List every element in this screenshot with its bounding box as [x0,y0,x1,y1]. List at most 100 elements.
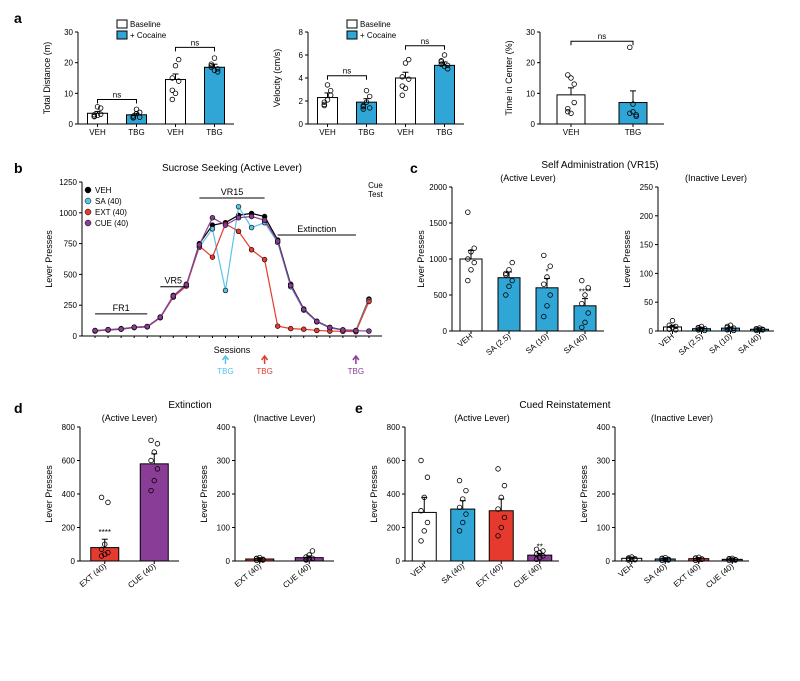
svg-text:400: 400 [62,490,76,499]
svg-text:800: 800 [62,423,76,432]
svg-text:(Active Lever): (Active Lever) [500,173,556,183]
svg-text:Lever Presses: Lever Presses [416,230,426,288]
svg-text:1250: 1250 [59,178,77,187]
svg-text:****: **** [99,528,111,537]
svg-text:(Active Lever): (Active Lever) [454,413,510,423]
svg-text:400: 400 [217,423,231,432]
svg-text:TBG: TBG [358,128,374,137]
chart-a-velocity: 02468Velocity (cm/s)VEHTBGVEHTBGnsnsBase… [270,10,470,140]
svg-text:600: 600 [387,457,401,466]
svg-text:VEH: VEH [167,128,184,137]
svg-text:0: 0 [531,120,536,129]
svg-text:CUE (40): CUE (40) [95,219,129,228]
svg-text:VEH: VEH [456,331,475,349]
svg-text:EXT (40): EXT (40) [95,208,127,217]
chart-b-sucrose: Sucrose Seeking (Active Lever)0250500750… [40,160,390,380]
panel-e-label: e [355,400,363,416]
svg-text:TBG: TBG [217,367,233,376]
svg-text:Test: Test [368,190,383,199]
svg-text:**: ** [537,542,543,551]
svg-text:Sucrose Seeking (Active Lever): Sucrose Seeking (Active Lever) [162,163,302,174]
svg-text:(Inactive Lever): (Inactive Lever) [685,173,747,183]
svg-text:SA (40): SA (40) [737,331,763,355]
svg-text:CUE (40): CUE (40) [126,561,158,590]
chart-c-inactive: 050100150200250Lever Presses(Inactive Le… [620,171,780,371]
panel-b-label: b [14,160,23,176]
svg-text:SA (40): SA (40) [440,561,466,585]
svg-text:Lever Presses: Lever Presses [579,465,589,523]
svg-text:250: 250 [640,183,654,192]
svg-text:TBG: TBG [436,128,452,137]
panel-d-label: d [14,400,23,416]
svg-text:TBG: TBG [348,367,364,376]
chart-d-active: 0200400600800Lever Presses(Active Lever)… [40,411,185,601]
svg-text:TBG: TBG [128,128,144,137]
svg-text:SA (10): SA (10) [524,331,550,355]
svg-text:200: 200 [597,490,611,499]
svg-text:ns: ns [191,38,199,47]
panel-c-label: c [410,160,418,176]
svg-text:ns: ns [113,90,121,99]
svg-text:20: 20 [526,59,535,68]
svg-text:600: 600 [62,457,76,466]
svg-text:*: * [545,267,548,276]
svg-text:400: 400 [597,423,611,432]
svg-text:0: 0 [396,557,401,566]
svg-text:2000: 2000 [429,183,447,192]
svg-text:(Active Lever): (Active Lever) [102,413,158,423]
svg-text:+ Cocaine: + Cocaine [360,31,397,40]
svg-text:ns: ns [421,37,429,46]
svg-text:ns: ns [343,67,351,76]
svg-text:250: 250 [64,301,78,310]
title-d: Extinction [40,400,340,411]
svg-text:TBG: TBG [206,128,222,137]
svg-text:20: 20 [64,59,73,68]
svg-text:CUE (40): CUE (40) [512,561,544,590]
svg-text:300: 300 [217,457,231,466]
svg-text:Velocity (cm/s): Velocity (cm/s) [272,49,282,108]
svg-text:0: 0 [443,327,448,336]
svg-text:(Inactive Lever): (Inactive Lever) [651,413,713,423]
chart-e-active: 0200400600800Lever Presses(Active Lever)… [365,411,565,601]
svg-text:1000: 1000 [429,255,447,264]
svg-text:10: 10 [526,89,535,98]
svg-text:500: 500 [64,270,78,279]
svg-text:SA (2.5): SA (2.5) [484,331,512,357]
svg-text:VR15: VR15 [221,187,244,197]
svg-text:VEH: VEH [563,128,580,137]
svg-text:EXT (40): EXT (40) [474,561,504,589]
svg-text:4: 4 [299,74,304,83]
svg-text:50: 50 [644,298,653,307]
svg-text:SA (10): SA (10) [708,331,734,355]
svg-text:VEH: VEH [397,128,414,137]
svg-text:VEH: VEH [319,128,336,137]
svg-text:0: 0 [649,327,654,336]
svg-text:0: 0 [299,120,304,129]
svg-text:Lever Presses: Lever Presses [199,465,209,523]
svg-text:Lever Presses: Lever Presses [369,465,379,523]
chart-a-distance: 0102030Total Distance (m)VEHTBGVEHTBGnsn… [40,10,240,140]
svg-text:VEH: VEH [657,331,676,349]
svg-text:750: 750 [64,240,78,249]
svg-text:0: 0 [69,120,74,129]
svg-text:500: 500 [434,291,448,300]
svg-text:1500: 1500 [429,219,447,228]
svg-text:VEH: VEH [95,186,112,195]
chart-c-active: 0 500 1000 1500 2000 Lever Presses (Active Lev… [410,171,610,371]
title-e: Cued Reinstatement [365,400,765,411]
svg-text:Lever Presses: Lever Presses [622,230,632,288]
figure: a 0102030Total Distance (m)VEHTBGVEHTBGn… [10,10,790,610]
svg-text:100: 100 [597,524,611,533]
svg-text:0: 0 [71,557,76,566]
svg-text:200: 200 [387,524,401,533]
svg-text:400: 400 [387,490,401,499]
svg-text:VEH: VEH [89,128,106,137]
svg-text:EXT (40): EXT (40) [78,561,108,589]
svg-text:8: 8 [299,28,304,37]
svg-text:30: 30 [64,28,73,37]
svg-text:EXT (40): EXT (40) [233,561,263,589]
svg-text:CUE (40): CUE (40) [704,561,736,590]
svg-text:30: 30 [526,28,535,37]
svg-text:100: 100 [217,524,231,533]
svg-text:200: 200 [62,524,76,533]
